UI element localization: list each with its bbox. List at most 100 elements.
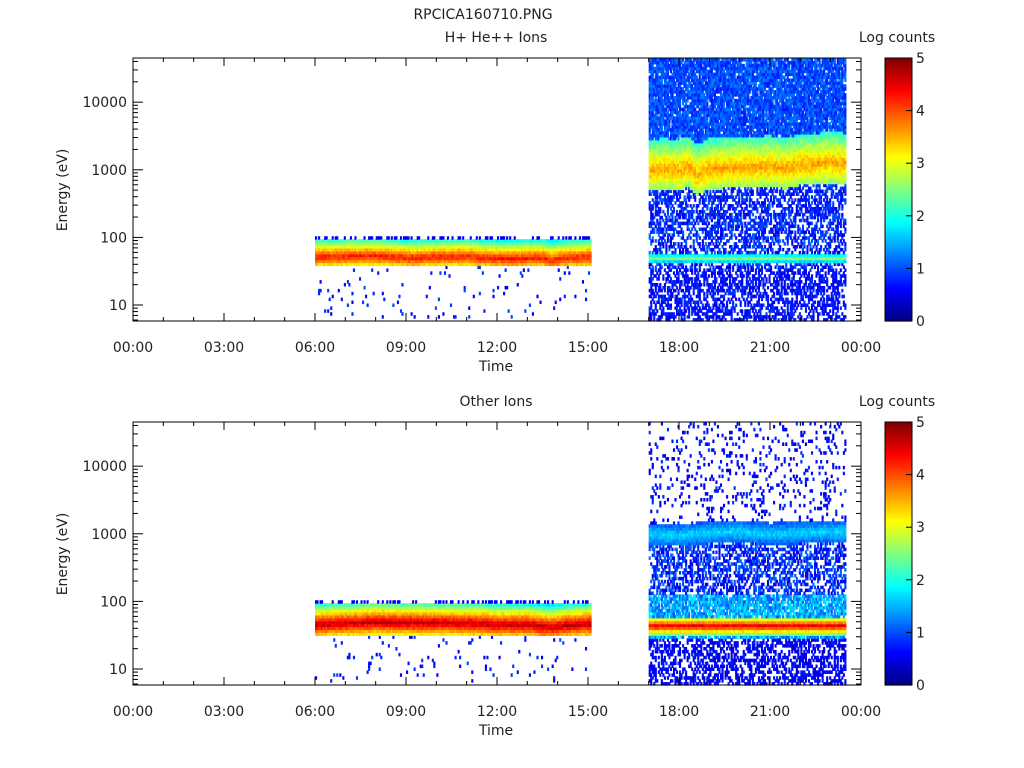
spectrogram-cell bbox=[651, 142, 654, 147]
spectrogram-cell bbox=[462, 245, 465, 249]
spectrogram-cell bbox=[424, 253, 427, 258]
spectrogram-cell bbox=[328, 245, 331, 249]
spectrogram-cell bbox=[525, 242, 528, 246]
spectrogram-cell bbox=[348, 253, 351, 258]
spectrogram-cell bbox=[453, 253, 456, 258]
spectrogram-cell bbox=[586, 247, 589, 252]
spectrogram-cell bbox=[445, 256, 448, 261]
spectrogram-cell bbox=[651, 145, 654, 150]
spectrogram-cell bbox=[393, 256, 396, 261]
spectrogram-cell bbox=[446, 256, 450, 261]
spectrogram-cell bbox=[425, 245, 428, 249]
spectrogram-cell bbox=[657, 180, 660, 185]
spectrogram-cell bbox=[442, 256, 445, 261]
spectrogram-cell bbox=[659, 87, 662, 91]
spectrogram-cell bbox=[692, 204, 695, 208]
spectrogram-cell bbox=[528, 250, 531, 255]
spectrogram-cell bbox=[650, 303, 653, 307]
spectrogram-cell bbox=[648, 84, 651, 88]
spectrogram-cell bbox=[654, 148, 657, 153]
spectrogram-cell bbox=[574, 242, 577, 246]
spectrogram-cell bbox=[375, 253, 378, 258]
spectrogram-cell bbox=[656, 169, 659, 173]
spectrogram-cell bbox=[656, 93, 659, 97]
spectrogram-cell bbox=[465, 245, 468, 249]
spectrogram-cell bbox=[377, 259, 380, 264]
spectrogram-cell bbox=[537, 262, 541, 267]
spectrogram-cell bbox=[656, 300, 659, 305]
spectrogram-cell bbox=[653, 180, 656, 185]
spectrogram-cell bbox=[654, 104, 657, 109]
spectrogram-cell bbox=[512, 250, 515, 255]
spectrogram-cell bbox=[395, 245, 398, 249]
spectrogram-cell bbox=[659, 136, 662, 141]
spectrogram-cell bbox=[346, 256, 349, 261]
spectrogram-cell bbox=[553, 262, 556, 267]
spectrogram-plot-area: 00:00 03:00 06:00 09:00 12:00 15:00 18:00 21:00… bbox=[82, 57, 881, 356]
spectrogram-cell bbox=[660, 69, 663, 74]
spectrogram-cell bbox=[656, 125, 659, 129]
spectrogram-cell bbox=[648, 122, 651, 126]
spectrogram-cell bbox=[656, 145, 659, 150]
spectrogram-cell bbox=[407, 239, 410, 243]
spectrogram-cell bbox=[393, 259, 396, 264]
spectrogram-cell bbox=[489, 253, 492, 258]
spectrogram-cell bbox=[654, 107, 657, 112]
spectrogram-cell bbox=[352, 262, 356, 267]
spectrogram-cell bbox=[396, 239, 400, 243]
spectrogram-cell bbox=[354, 242, 357, 246]
spectrogram-cell bbox=[427, 253, 430, 258]
spectrogram-cell bbox=[468, 315, 471, 319]
spectrogram-cell bbox=[445, 262, 448, 267]
spectrogram-cell bbox=[396, 253, 400, 258]
spectrogram-cell bbox=[654, 90, 657, 94]
spectrogram-cell bbox=[475, 256, 478, 261]
spectrogram-cell bbox=[366, 256, 369, 261]
spectrogram-cell bbox=[539, 247, 542, 252]
spectrogram-cell bbox=[387, 239, 390, 243]
spectrogram-cell bbox=[537, 242, 541, 246]
spectrogram-cell bbox=[416, 247, 419, 252]
spectrogram-cell bbox=[369, 245, 372, 249]
spectrogram-cell bbox=[483, 245, 486, 249]
spectrogram-cell bbox=[374, 247, 377, 252]
spectrogram-cell bbox=[315, 236, 318, 240]
spectrogram-cell bbox=[653, 154, 656, 158]
spectrogram-cell bbox=[575, 239, 578, 243]
spectrogram-cell bbox=[651, 312, 654, 316]
spectrogram-cell bbox=[433, 253, 436, 258]
spectrogram-cell bbox=[355, 239, 359, 243]
spectrogram-cell bbox=[422, 262, 425, 267]
spectrogram-cell bbox=[498, 239, 501, 243]
spectrogram-cell bbox=[648, 128, 651, 132]
spectrogram-cell bbox=[343, 242, 346, 246]
spectrogram-cell bbox=[406, 262, 409, 267]
spectrogram-cell bbox=[654, 128, 657, 132]
spectrogram-cell bbox=[571, 245, 574, 249]
spectrogram-cell bbox=[651, 259, 654, 264]
spectrogram-cell bbox=[653, 318, 656, 322]
spectrogram-cell bbox=[495, 262, 498, 267]
spectrogram-cell bbox=[657, 201, 660, 205]
spectrogram-cell bbox=[569, 242, 572, 246]
spectrogram-cell bbox=[468, 250, 471, 255]
spectrogram-cell bbox=[316, 242, 319, 246]
spectrogram-cell bbox=[445, 259, 448, 264]
spectrogram-cell bbox=[483, 309, 486, 313]
spectrogram-cell bbox=[418, 245, 421, 249]
spectrogram-cell bbox=[662, 230, 665, 234]
spectrogram-cell bbox=[386, 259, 389, 264]
spectrogram-cell bbox=[395, 247, 398, 252]
spectrogram-cell bbox=[656, 116, 659, 120]
spectrogram-cell bbox=[495, 259, 498, 264]
spectrogram-cell bbox=[365, 259, 368, 264]
spectrogram-cell bbox=[539, 239, 542, 243]
spectrogram-cell bbox=[657, 233, 660, 237]
spectrogram-cell bbox=[477, 247, 480, 252]
spectrogram-cell bbox=[522, 247, 525, 252]
spectrogram-cell bbox=[660, 230, 663, 234]
spectrogram-cell bbox=[436, 253, 439, 258]
spectrogram-cell bbox=[544, 256, 547, 261]
spectrogram-cell bbox=[487, 245, 491, 249]
spectrogram-cell bbox=[433, 242, 436, 246]
